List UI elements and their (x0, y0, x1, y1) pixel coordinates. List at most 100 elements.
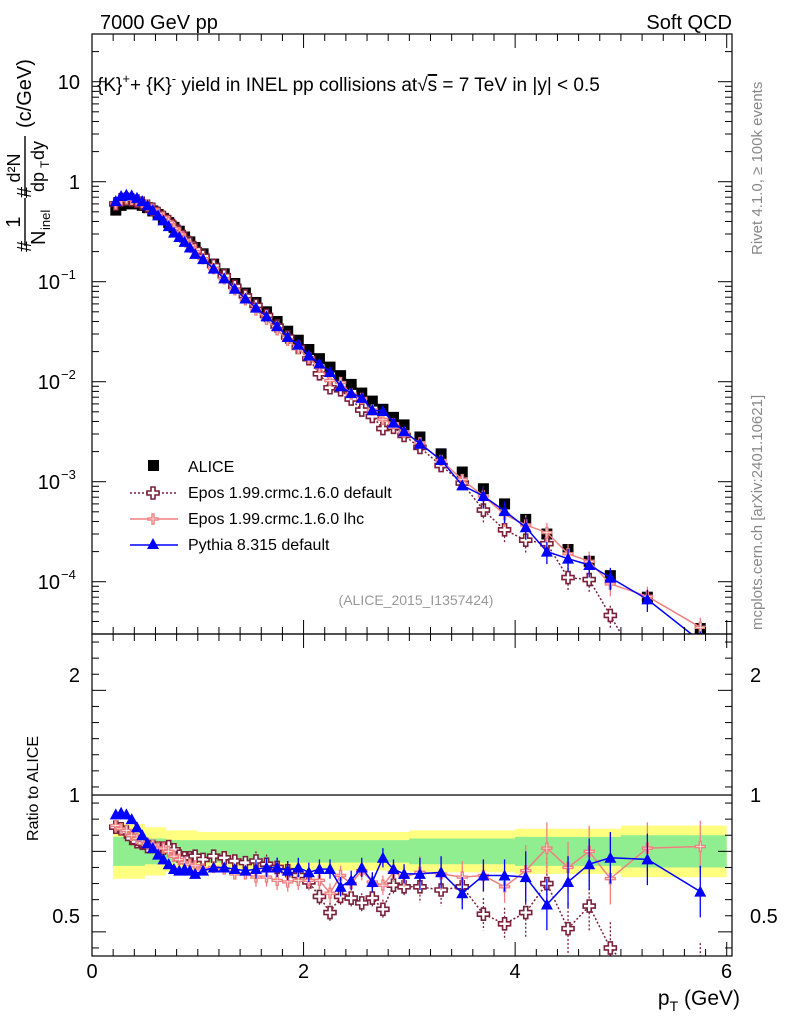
legend: ALICE Epos 1.99.crmc.1.6.0 default Epos … (130, 459, 392, 554)
main-y-axis-label: # 1 N inel # d²N dp T dy (c/GeV) (3, 59, 53, 252)
ratio-point-pythia-8-315-default (398, 867, 411, 879)
point-pythia-8-315-default (167, 226, 180, 238)
point-pythia-8-315-default (239, 292, 252, 304)
point-epos-1-99-crmc-1-6-0-default (476, 503, 491, 517)
ratio-point-epos-1-99-crmc-1-6-0-lhc (125, 829, 138, 841)
ytick-exp-0.001: −3 (61, 467, 76, 482)
point-pythia-8-315-default (498, 504, 511, 516)
point-pythia-8-315-default (641, 593, 654, 605)
legend-label-epos-default: Epos 1.99.crmc.1.6.0 default (188, 485, 392, 502)
legend-marker-epos-lhc (147, 513, 159, 525)
series-pythia-8-315-default (109, 188, 701, 634)
ylabel-one: 1 (3, 216, 25, 227)
point-pythia-8-315-default (141, 199, 154, 211)
ratio-point-epos-1-99-crmc-1-6-0-lhc (377, 879, 389, 891)
ratio-point-epos-1-99-crmc-1-6-0-default (196, 852, 210, 867)
point-epos-1-99-crmc-1-6-0-default (323, 380, 337, 395)
point-pythia-8-315-default (313, 357, 326, 369)
ratio-point-epos-1-99-crmc-1-6-0-lhc (313, 874, 326, 887)
ratio-plot-series (109, 806, 707, 975)
ratio-point-pythia-8-315-default (334, 880, 347, 892)
main-plot-series (109, 188, 706, 685)
point-epos-1-99-crmc-1-6-0-default (603, 608, 618, 623)
ratio-point-pythia-8-315-default (519, 871, 532, 883)
ratio-point-epos-1-99-crmc-1-6-0-default (694, 963, 706, 975)
xtick-label-6: 6 (721, 961, 732, 983)
ratio-plot-frame (91, 633, 733, 957)
ytick-label-0.1: 10 (38, 272, 60, 294)
ratio-point-pythia-8-315-default (162, 858, 175, 870)
point-alice (398, 419, 410, 431)
ratio-ytick-left-2: 2 (69, 665, 80, 687)
ratio-point-epos-1-99-crmc-1-6-0-default (386, 878, 401, 892)
axis-ticks (91, 33, 732, 956)
point-alice (345, 378, 357, 390)
point-epos-1-99-crmc-1-6-0-default (518, 533, 533, 548)
ratio-ytick-left-1: 1 (69, 785, 80, 807)
ratio-point-pythia-8-315-default (477, 869, 490, 881)
point-pythia-8-315-default (292, 338, 305, 350)
ylabel-inel: inel (38, 210, 53, 230)
point-pythia-8-315-default (355, 391, 368, 403)
ratio-point-epos-1-99-crmc-1-6-0-default (217, 850, 232, 865)
ratio-point-pythia-8-315-default (197, 864, 210, 876)
point-alice (366, 395, 378, 407)
main-y-tick-labels: 10 1 10 −1 10 −2 10 −3 10 −4 (38, 72, 80, 594)
legend-entry-epos-lhc: Epos 1.99.crmc.1.6.0 lhc (130, 511, 364, 528)
point-epos-1-99-crmc-1-6-0-lhc (541, 526, 553, 539)
point-pythia-8-315-default (260, 310, 273, 322)
ytick-label-0.0001: 10 (38, 572, 60, 594)
ratio-point-pythia-8-315-default (281, 864, 294, 876)
xtick-label-4: 4 (509, 961, 520, 983)
point-pythia-8-315-default (178, 235, 191, 247)
ratio-point-pythia-8-315-default (694, 885, 707, 897)
point-epos-1-99-crmc-1-6-0-default (376, 421, 390, 436)
header-left-label: 7000 GeV pp (100, 12, 218, 34)
point-pythia-8-315-default (324, 366, 337, 378)
ratio-ytick-right-1: 1 (750, 785, 761, 807)
ylabel-dp: dp (28, 172, 48, 192)
ratio-point-epos-1-99-crmc-1-6-0-lhc (541, 842, 553, 854)
point-pythia-8-315-default (249, 301, 262, 313)
ratio-point-epos-1-99-crmc-1-6-0-lhc (110, 819, 122, 832)
point-alice (456, 466, 468, 478)
ratio-point-epos-1-99-crmc-1-6-0-lhc (324, 887, 336, 899)
xtick-label-2: 2 (298, 961, 309, 983)
point-pythia-8-315-default (228, 282, 241, 294)
point-pythia-8-315-default (302, 349, 315, 361)
point-pythia-8-315-default (334, 380, 347, 392)
point-pythia-8-315-default (183, 241, 196, 253)
mcplots-label: mcplots.cern.ch [arXiv:2401.10621] (749, 395, 766, 630)
point-pythia-8-315-default (435, 453, 448, 465)
point-pythia-8-315-default (218, 272, 231, 284)
point-pythia-8-315-default (376, 404, 389, 416)
ratio-point-epos-1-99-crmc-1-6-0-default (518, 905, 533, 920)
point-pythia-8-315-default (173, 230, 186, 242)
ratio-series-pythia-8-315-default (109, 806, 707, 931)
point-pythia-8-315-default (562, 552, 575, 564)
point-epos-1-99-crmc-1-6-0-lhc (694, 621, 706, 634)
ratio-point-pythia-8-315-default (125, 813, 138, 825)
ratio-point-pythia-8-315-default (239, 864, 252, 876)
point-epos-1-99-crmc-1-6-0-default (641, 673, 653, 685)
x-axis-label: pT (GeV) (658, 987, 740, 1014)
ratio-point-pythia-8-315-default (218, 861, 231, 873)
legend-entry-alice: ALICE (148, 459, 234, 476)
point-pythia-8-315-default (413, 437, 426, 449)
ratio-point-epos-1-99-crmc-1-6-0-lhc (292, 874, 304, 887)
ratio-point-epos-1-99-crmc-1-6-0-lhc (168, 850, 180, 862)
ratio-point-pythia-8-315-default (355, 861, 368, 873)
xtick-label-0: 0 (86, 961, 97, 983)
point-pythia-8-315-default (189, 247, 202, 259)
ratio-point-pythia-8-315-default (120, 808, 133, 820)
ylabel-n: N (28, 231, 50, 245)
ratio-point-epos-1-99-crmc-1-6-0-lhc (282, 876, 294, 888)
ratio-point-pythia-8-315-default (583, 858, 596, 870)
ratio-point-pythia-8-315-default (313, 863, 326, 875)
ratio-point-pythia-8-315-default (228, 863, 241, 875)
point-pythia-8-315-default (162, 220, 175, 232)
point-epos-1-99-crmc-1-6-0-default (312, 366, 327, 381)
ylabel-t: T (38, 160, 52, 168)
point-epos-1-99-crmc-1-6-0-lhc (377, 413, 389, 426)
point-alice (435, 448, 447, 460)
